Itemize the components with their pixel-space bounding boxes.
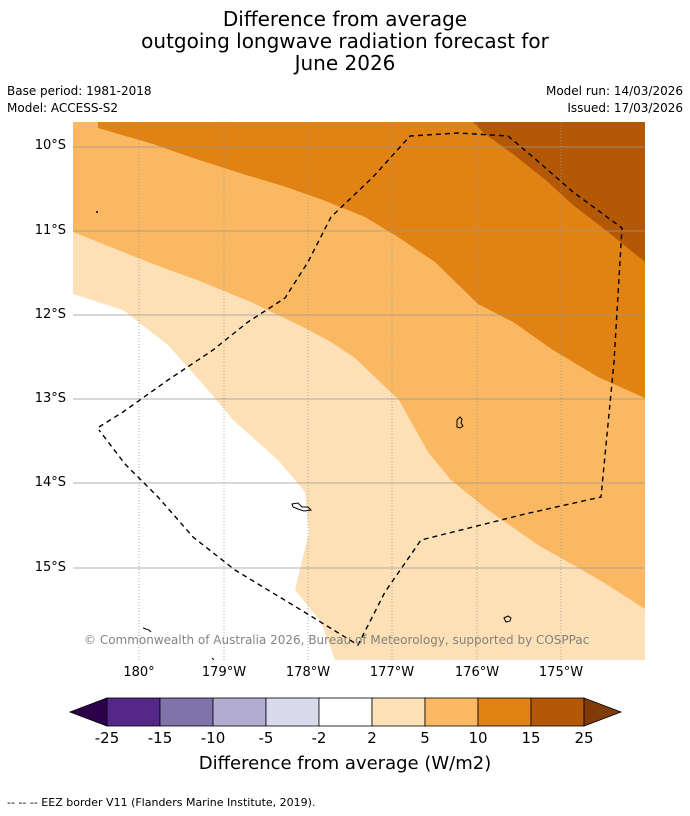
lat-label: 12°S	[34, 307, 66, 322]
colorbar-swatch	[424, 697, 479, 727]
graticule	[73, 146, 645, 569]
colorbar-swatch	[318, 697, 373, 727]
colorbar-high-extend	[583, 697, 623, 727]
colorbar-tick: 5	[420, 729, 430, 747]
island-rotuma-like	[456, 416, 464, 429]
lon-label: 180°	[123, 665, 155, 680]
lat-label: 10°S	[34, 138, 66, 153]
colorbar-tick: -25	[94, 729, 120, 747]
lon-label: 179°W	[201, 665, 247, 680]
lon-label: 178°W	[285, 665, 331, 680]
colorbar-swatch	[212, 697, 267, 727]
meta-left: Base period: 1981-2018 Model: ACCESS-S2	[7, 83, 152, 117]
eez-border	[98, 132, 623, 646]
colorbar-tick: -10	[200, 729, 226, 747]
colorbar-swatch	[477, 697, 532, 727]
colorbar-tick: 15	[521, 729, 541, 747]
colorbar-tick: -2	[311, 729, 327, 747]
meta-right: Model run: 14/03/2026 Issued: 17/03/2026	[546, 83, 683, 117]
base-period: Base period: 1981-2018	[7, 84, 152, 98]
band-15-25	[473, 122, 645, 262]
copyright-notice: © Commonwealth of Australia 2026, Bureau…	[84, 633, 590, 647]
colorbar-label: Difference from average (W/m2)	[198, 753, 492, 774]
island-south	[503, 615, 512, 623]
colorbar-low-extend	[68, 697, 108, 727]
band-10-15	[98, 122, 645, 398]
band-below-2	[73, 294, 335, 660]
islet-north	[96, 211, 98, 213]
colorbar-swatch	[159, 697, 214, 727]
chart-title: Difference from average outgoing longwav…	[0, 8, 690, 74]
colorbar-swatch	[265, 697, 320, 727]
colorbar	[68, 697, 623, 727]
title-line-3: June 2026	[294, 51, 396, 75]
colorbar-swatch	[106, 697, 161, 727]
colorbar-swatch	[371, 697, 426, 727]
model-name: Model: ACCESS-S2	[7, 101, 119, 115]
colorbar-tick: 2	[367, 729, 377, 747]
model-run: Model run: 14/03/2026	[545, 84, 683, 98]
islet-southwest	[142, 627, 152, 633]
colorbar-tick: 25	[574, 729, 594, 747]
lat-label: 14°S	[34, 475, 66, 490]
lon-label: 176°W	[454, 665, 500, 680]
eez-legend-note: -- -- -- EEZ border V11 (Flanders Marine…	[7, 796, 316, 809]
island-west	[291, 502, 313, 512]
lat-label: 13°S	[34, 391, 66, 406]
issued-date: Issued: 17/03/2026	[567, 101, 683, 115]
title-line-1: Difference from average	[222, 7, 468, 31]
colorbar-tick: -15	[147, 729, 173, 747]
map-panel	[73, 122, 645, 660]
lat-label: 15°S	[34, 560, 66, 575]
islet-bottom	[211, 657, 215, 660]
lon-label: 175°W	[538, 665, 584, 680]
lat-label: 11°S	[34, 223, 66, 238]
colorbar-tick: -5	[258, 729, 274, 747]
colorbar-tick: 10	[468, 729, 488, 747]
lon-label: 177°W	[369, 665, 415, 680]
colorbar-swatch	[530, 697, 585, 727]
title-line-2: outgoing longwave radiation forecast for	[141, 29, 549, 53]
